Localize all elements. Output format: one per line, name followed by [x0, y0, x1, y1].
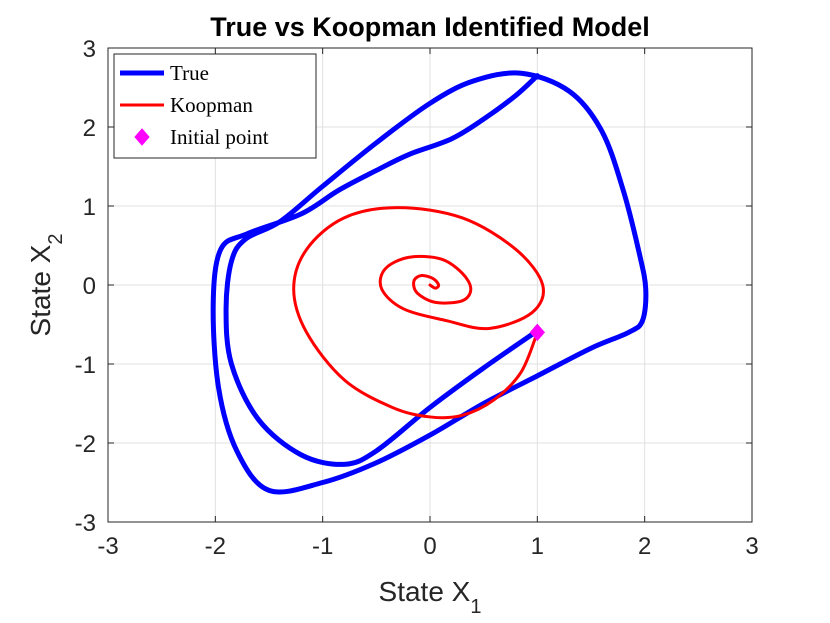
- plot-area: [210, 70, 649, 495]
- series-true-line: [210, 70, 649, 495]
- chart-title: True vs Koopman Identified Model: [210, 12, 650, 42]
- series-initial-point-marker: [529, 323, 545, 342]
- x-axis-label: State X1: [379, 576, 482, 618]
- x-axis-label-subscript: 1: [470, 596, 481, 618]
- y-tick-label: 1: [83, 194, 96, 221]
- x-tick-label: -1: [312, 533, 333, 560]
- series-koopman-line: [292, 206, 545, 420]
- y-tick-label: -3: [75, 510, 96, 537]
- legend: True Koopman Initial point: [113, 53, 317, 159]
- y-tick-label: -2: [75, 431, 96, 458]
- tick-labels: -3 -2 -1 0 1 2 3 -3 -2 -1 0 1 2 3: [75, 36, 759, 560]
- x-tick-label: -3: [97, 533, 118, 560]
- y-axis-label-group: State X2: [25, 234, 67, 337]
- legend-label-initial-point: Initial point: [170, 125, 269, 149]
- y-tick-label: 0: [83, 273, 96, 300]
- x-tick-label: 0: [423, 533, 436, 560]
- axes: [107, 47, 753, 523]
- legend-marker-initial-point: [134, 128, 150, 146]
- y-tick-label: -1: [75, 352, 96, 379]
- x-axis-label-text: State X: [379, 576, 471, 607]
- x-tick-label: -2: [205, 533, 226, 560]
- x-tick-label: 3: [745, 533, 758, 560]
- y-axis-label-text: State X: [25, 244, 56, 336]
- y-tick-label: 3: [83, 36, 96, 63]
- y-axis-label-subscript: 2: [45, 234, 67, 245]
- legend-label-koopman: Koopman: [170, 93, 253, 117]
- x-tick-label: 2: [638, 533, 651, 560]
- y-axis-label: State X2: [25, 234, 67, 337]
- x-tick-label: 1: [531, 533, 544, 560]
- legend-label-true: True: [170, 61, 209, 85]
- y-tick-label: 2: [83, 115, 96, 142]
